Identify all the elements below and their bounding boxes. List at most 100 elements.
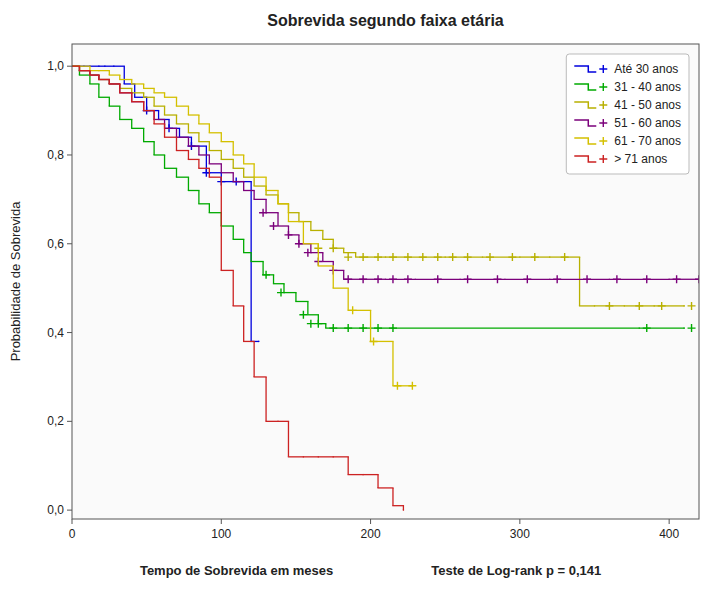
- x-tick: [221, 519, 222, 524]
- step-segment: [221, 159, 233, 160]
- censor-marker: [299, 311, 307, 319]
- censor-marker: [304, 249, 312, 257]
- step-segment: [284, 292, 296, 293]
- step-segment: [132, 101, 144, 102]
- legend-swatch: [574, 66, 596, 72]
- step-segment: [288, 212, 298, 213]
- y-tick-label: 1,0: [47, 59, 64, 73]
- step-segment: [154, 105, 164, 106]
- y-tick: [67, 510, 72, 511]
- x-tick: [519, 519, 520, 524]
- x-tick-label: 0: [69, 527, 76, 541]
- x-tick-label: 300: [510, 527, 530, 541]
- step-segment: [177, 150, 189, 151]
- step-segment: [244, 163, 254, 164]
- step-segment: [72, 66, 79, 67]
- censor-marker: [613, 275, 621, 283]
- step-riser: [79, 66, 403, 510]
- series: [72, 66, 416, 390]
- censor-marker: [643, 324, 651, 332]
- step-segment: [154, 154, 164, 155]
- censor-marker: [688, 324, 696, 332]
- step-segment: [165, 97, 177, 98]
- step-segment: [120, 79, 132, 80]
- legend-swatch: [574, 138, 596, 144]
- step-segment: [254, 185, 266, 186]
- step-segment: [79, 70, 89, 71]
- step-segment: [109, 83, 119, 84]
- legend-label: 51 - 60 anos: [614, 116, 681, 130]
- step-segment: [221, 141, 233, 142]
- censor-marker: [688, 302, 696, 310]
- step-segment: [244, 190, 254, 191]
- step-segment: [90, 66, 99, 67]
- step-segment: [99, 97, 109, 98]
- step-riser: [79, 66, 412, 386]
- legend-label: 41 - 50 anos: [614, 98, 681, 112]
- censor-marker: [307, 320, 315, 328]
- step-segment: [580, 305, 595, 306]
- step-segment: [144, 97, 154, 98]
- x-tick: [72, 519, 73, 524]
- step-segment: [120, 88, 132, 89]
- step-segment: [144, 88, 154, 89]
- censor-marker: [359, 324, 367, 332]
- step-segment: [266, 190, 278, 191]
- step-segment: [199, 141, 209, 142]
- censor-marker: [295, 240, 303, 248]
- censor-marker: [259, 209, 267, 217]
- legend-marker: [599, 137, 607, 145]
- step-segment: [274, 283, 284, 284]
- step-segment: [105, 66, 114, 67]
- step-segment: [244, 177, 254, 178]
- series: [72, 66, 403, 510]
- censor-marker: [344, 324, 352, 332]
- step-segment: [177, 177, 189, 178]
- step-segment: [120, 92, 132, 93]
- step-segment: [363, 474, 378, 475]
- step-segment: [244, 252, 251, 253]
- x-axis-label: Tempo de Sobrevida em meses: [140, 563, 333, 578]
- legend-box: [566, 54, 689, 174]
- censor-marker: [389, 275, 397, 283]
- step-segment: [90, 74, 99, 75]
- step-segment: [90, 83, 99, 84]
- step-segment: [99, 79, 109, 80]
- censor-marker: [408, 382, 416, 390]
- censor-marker: [605, 302, 613, 310]
- step-segment: [144, 110, 154, 111]
- y-tick-label: 0,6: [47, 237, 64, 251]
- step-segment: [348, 474, 363, 475]
- step-segment: [79, 70, 89, 71]
- censor-marker: [393, 382, 401, 390]
- legend-label: 31 - 40 anos: [614, 80, 681, 94]
- censor-marker: [344, 275, 352, 283]
- censor-marker: [673, 275, 681, 283]
- censor-marker: [284, 231, 292, 239]
- censor-marker: [389, 253, 397, 261]
- censor-marker: [493, 275, 501, 283]
- step-segment: [99, 66, 105, 67]
- x-tick-label: 400: [659, 527, 679, 541]
- step-riser: [84, 66, 259, 341]
- censor-marker: [434, 253, 442, 261]
- step-segment: [209, 150, 221, 151]
- step-segment: [188, 159, 198, 160]
- step-segment: [278, 203, 288, 204]
- step-segment: [154, 119, 164, 120]
- step-segment: [188, 114, 198, 115]
- censor-marker: [374, 324, 382, 332]
- y-axis-label: Probabilidade de Sobrevida: [8, 201, 23, 361]
- y-tick: [67, 154, 72, 155]
- y-tick-label: 0,2: [47, 414, 64, 428]
- step-segment: [165, 168, 177, 169]
- step-segment: [99, 79, 109, 80]
- step-segment: [393, 327, 639, 328]
- step-segment: [393, 505, 403, 506]
- censor-marker: [531, 253, 539, 261]
- censor-marker: [464, 275, 472, 283]
- step-segment: [254, 376, 266, 377]
- censor-marker: [523, 275, 531, 283]
- y-tick-label: 0,4: [47, 326, 64, 340]
- step-segment: [188, 132, 198, 133]
